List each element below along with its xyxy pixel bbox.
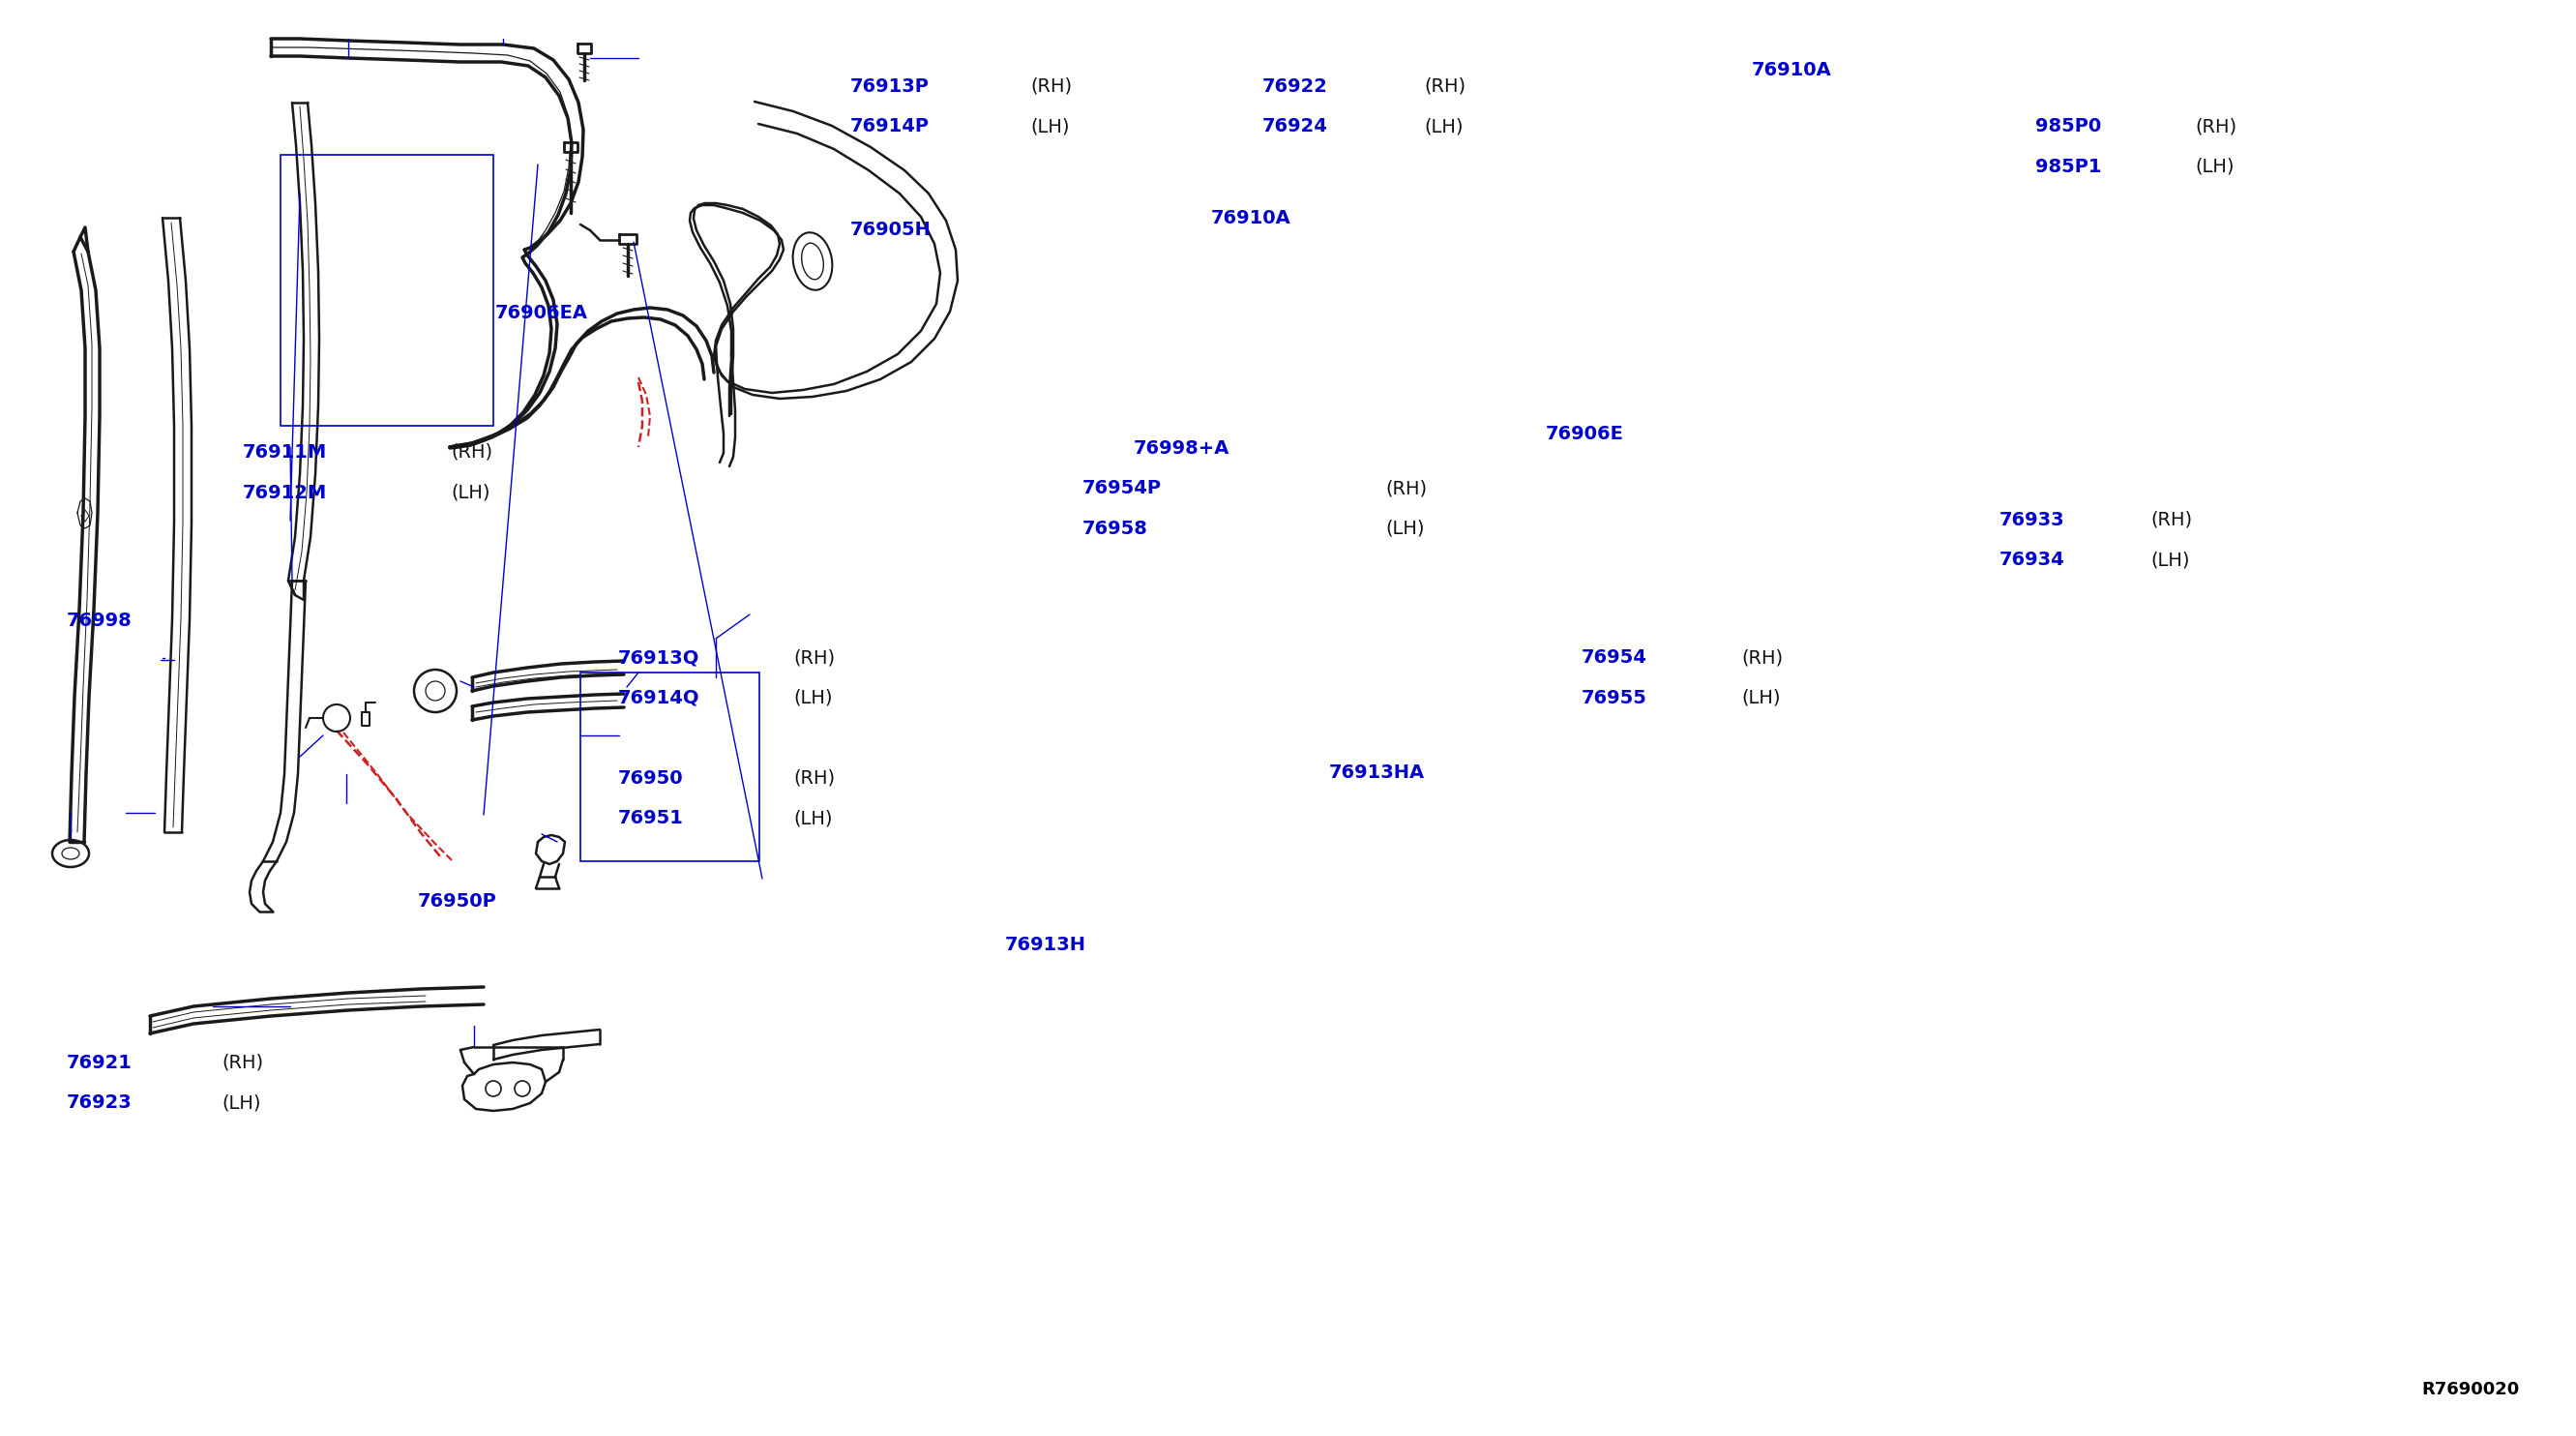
Text: (RH): (RH) [1741, 649, 1783, 666]
Text: (LH): (LH) [222, 1094, 260, 1111]
Text: (RH): (RH) [451, 444, 492, 461]
Text: 76955: 76955 [1582, 689, 1646, 707]
Text: 76933: 76933 [1999, 511, 2063, 528]
Text: 76911M: 76911M [242, 444, 327, 461]
Text: 76954: 76954 [1582, 649, 1646, 666]
Text: 76910A: 76910A [1211, 210, 1291, 227]
Text: (LH): (LH) [2195, 158, 2233, 175]
Text: 76922: 76922 [1262, 78, 1327, 95]
Text: 76905H: 76905H [850, 221, 930, 238]
Text: (RH): (RH) [2195, 118, 2236, 135]
Text: (RH): (RH) [1030, 78, 1072, 95]
Text: (RH): (RH) [1425, 78, 1466, 95]
Text: 76913Q: 76913Q [618, 649, 701, 666]
Text: 76914P: 76914P [850, 118, 930, 135]
Text: 76913P: 76913P [850, 78, 930, 95]
Text: R7690020: R7690020 [2421, 1381, 2519, 1399]
Text: (LH): (LH) [793, 689, 832, 707]
Text: 76913H: 76913H [1005, 936, 1087, 954]
Text: (LH): (LH) [1425, 118, 1463, 135]
Text: 76906EA: 76906EA [495, 304, 587, 322]
Text: 76913HA: 76913HA [1329, 764, 1425, 781]
Text: (RH): (RH) [793, 770, 835, 787]
Text: (LH): (LH) [793, 810, 832, 827]
Text: (LH): (LH) [451, 484, 489, 501]
Bar [580, 672, 760, 862]
Text: 76951: 76951 [618, 810, 683, 827]
Text: 76924: 76924 [1262, 118, 1327, 135]
Text: 76923: 76923 [67, 1094, 131, 1111]
Text: (LH): (LH) [1030, 118, 1069, 135]
Text: 985P0: 985P0 [2035, 118, 2102, 135]
Text: 76912M: 76912M [242, 484, 327, 501]
Text: (RH): (RH) [222, 1054, 263, 1071]
Text: 76950: 76950 [618, 770, 683, 787]
Text: (RH): (RH) [1386, 480, 1427, 497]
Text: 76950P: 76950P [417, 893, 497, 910]
Text: 76958: 76958 [1082, 520, 1146, 537]
Text: 76954P: 76954P [1082, 480, 1162, 497]
Text: 76998+A: 76998+A [1133, 439, 1229, 457]
Text: 76906E: 76906E [1546, 425, 1623, 442]
Text: 76910A: 76910A [1752, 62, 1832, 79]
Text: (LH): (LH) [1741, 689, 1780, 707]
Bar [281, 155, 495, 425]
Text: 76914Q: 76914Q [618, 689, 701, 707]
Text: 76998: 76998 [67, 612, 131, 629]
Text: (LH): (LH) [2151, 551, 2190, 569]
Text: (RH): (RH) [2151, 511, 2192, 528]
Text: (RH): (RH) [793, 649, 835, 666]
Text: 76921: 76921 [67, 1054, 131, 1071]
Text: 985P1: 985P1 [2035, 158, 2102, 175]
Text: (LH): (LH) [1386, 520, 1425, 537]
Text: 76934: 76934 [1999, 551, 2063, 569]
